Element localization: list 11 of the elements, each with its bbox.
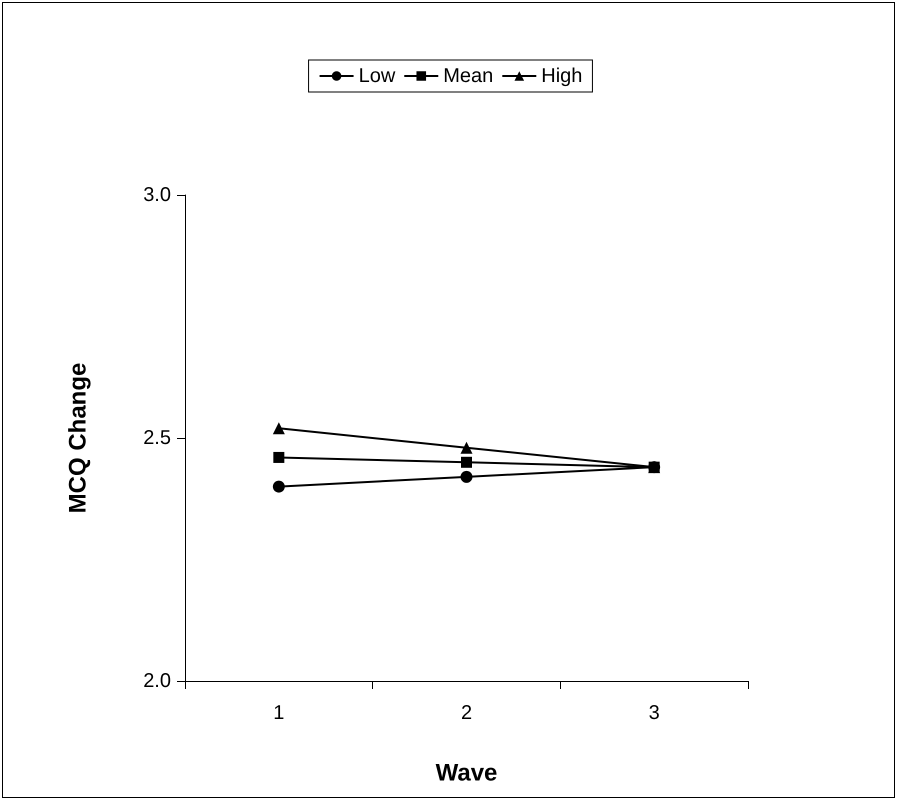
x-tick-label: 3 [648, 702, 660, 724]
x-tick-label: 2 [460, 702, 472, 724]
legend-label: Mean [443, 65, 494, 87]
y-tick-label: 2.0 [143, 670, 171, 692]
y-axis-title: MCQ Change [64, 362, 92, 514]
y-tick-label: 3.0 [143, 184, 171, 206]
legend-label: High [541, 65, 582, 87]
x-axis-title: Wave [436, 760, 498, 786]
legend-label: Low [358, 65, 396, 87]
y-tick-label: 2.5 [143, 427, 171, 449]
x-tick-label: 1 [273, 702, 284, 724]
